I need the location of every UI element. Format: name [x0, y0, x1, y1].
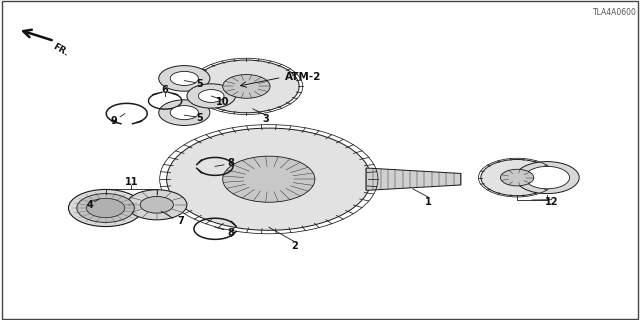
Text: 12: 12 [545, 197, 559, 207]
Circle shape [481, 159, 554, 196]
Text: 5: 5 [196, 113, 203, 124]
Polygon shape [366, 168, 461, 190]
Text: 11: 11 [124, 177, 138, 188]
Text: 6: 6 [162, 85, 168, 95]
Text: FR.: FR. [51, 42, 70, 58]
Circle shape [68, 189, 143, 227]
Circle shape [159, 66, 210, 91]
Circle shape [170, 106, 198, 120]
Circle shape [187, 84, 236, 108]
Text: 1: 1 [426, 197, 432, 207]
Circle shape [140, 196, 173, 213]
Text: 2: 2 [291, 241, 298, 251]
Text: 8: 8 [227, 157, 234, 168]
Circle shape [525, 166, 570, 189]
Text: 4: 4 [86, 200, 93, 211]
Text: 8: 8 [227, 228, 234, 238]
Circle shape [127, 190, 187, 220]
Circle shape [86, 198, 125, 218]
Circle shape [77, 194, 134, 222]
Circle shape [166, 128, 371, 230]
Text: 5: 5 [196, 79, 203, 89]
Text: 7: 7 [177, 216, 184, 226]
Text: TLA4A0600: TLA4A0600 [593, 8, 637, 17]
Text: 3: 3 [262, 114, 269, 124]
Circle shape [159, 100, 210, 125]
Circle shape [500, 169, 534, 186]
Circle shape [223, 156, 315, 202]
Text: ATM-2: ATM-2 [285, 72, 321, 82]
Circle shape [170, 71, 198, 85]
Text: 10: 10 [216, 97, 230, 107]
Circle shape [194, 60, 299, 113]
Circle shape [223, 75, 270, 98]
Circle shape [198, 90, 224, 102]
Circle shape [515, 162, 579, 194]
Text: 9: 9 [111, 116, 117, 126]
